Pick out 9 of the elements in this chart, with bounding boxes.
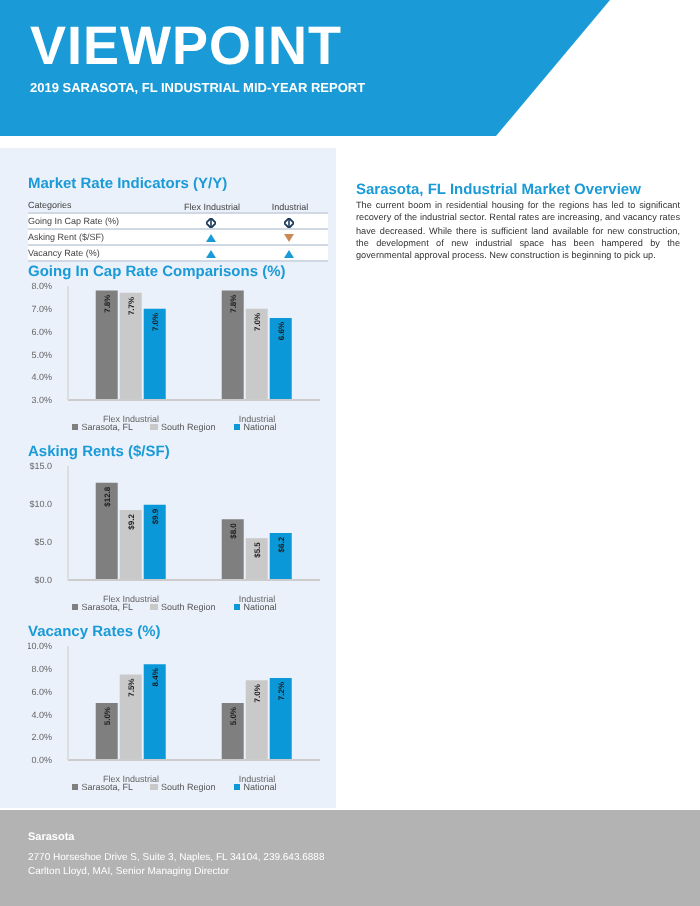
bar <box>221 519 244 580</box>
bar <box>269 677 292 760</box>
bar <box>143 664 166 760</box>
bar <box>269 532 292 580</box>
bar <box>221 703 244 760</box>
bar <box>143 504 166 580</box>
text: VIEWPOINT <box>30 16 345 76</box>
bar <box>95 482 118 580</box>
bar <box>95 703 118 760</box>
